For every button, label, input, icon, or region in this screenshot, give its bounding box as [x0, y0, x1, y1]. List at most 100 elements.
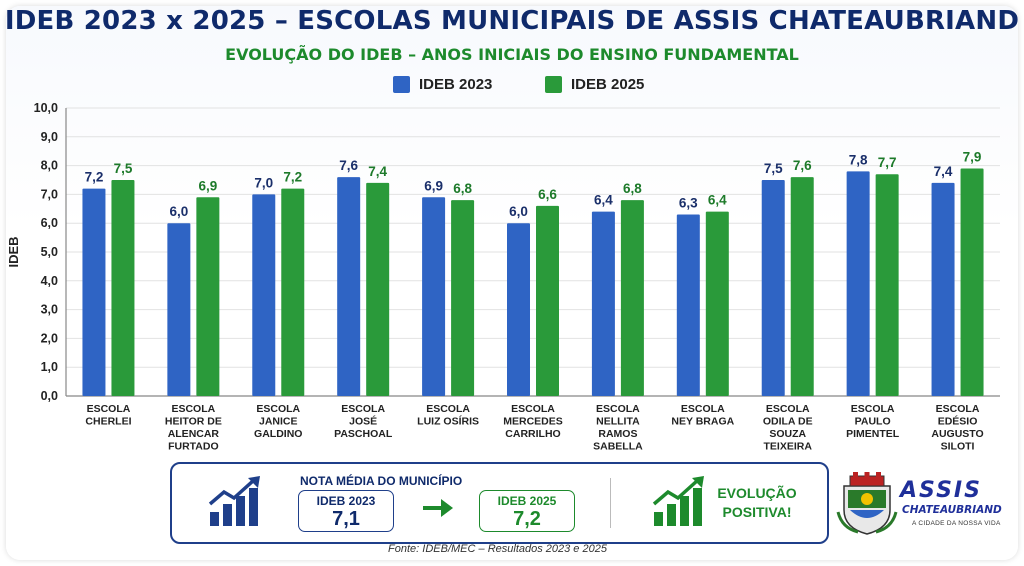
data-label-2025: 7,6 [793, 158, 812, 173]
evolution-line-1: EVOLUÇÃO [717, 485, 797, 501]
arrow-right-icon [423, 499, 453, 517]
bar-2025 [111, 180, 135, 396]
legend-label-2025: IDEB 2025 [571, 76, 645, 93]
data-label-2023: 7,6 [339, 158, 358, 173]
x-tick-label: ESCOLA [851, 403, 895, 415]
y-tick-label: 7,0 [41, 187, 58, 201]
legend-swatch-2025 [545, 76, 562, 93]
bar-2023 [337, 177, 361, 396]
legend-swatch-2023 [393, 76, 410, 93]
data-label-2025: 7,4 [368, 164, 387, 179]
x-tick-label: ESCOLA [256, 403, 300, 415]
divider [610, 478, 611, 528]
logo-name: ASSIS [900, 478, 982, 503]
evolution-line-2: POSITIVA! [722, 504, 792, 520]
municipal-average-panel: NOTA MÉDIA DO MUNICÍPIO IDEB 2023 7,1 ID… [170, 462, 829, 544]
average-2025-label: IDEB 2025 [497, 494, 557, 508]
coat-of-arms-icon [836, 472, 898, 535]
x-tick-label: RAMOS [598, 428, 637, 440]
chart-title: IDEB 2023 x 2025 – ESCOLAS MUNICIPAIS DE… [4, 6, 1020, 36]
bar-2025 [366, 182, 390, 396]
x-tick-label: JANICE [259, 416, 298, 428]
x-tick-label: GALDINO [254, 428, 302, 440]
data-label-2023: 6,0 [509, 204, 528, 219]
chart-subtitle: EVOLUÇÃO DO IDEB – ANOS INICIAIS DO ENSI… [225, 45, 799, 64]
bar-2023 [846, 171, 870, 396]
average-2023-value: 7,1 [332, 508, 360, 530]
legend: IDEB 2023 IDEB 2025 [0, 76, 1024, 100]
data-label-2023: 7,0 [254, 175, 273, 190]
y-tick-label: 5,0 [41, 245, 58, 259]
x-tick-label: ESCOLA [596, 403, 640, 415]
x-tick-label: SABELLA [593, 441, 643, 453]
x-tick-label: MERCEDES [503, 416, 563, 428]
y-tick-label: 1,0 [41, 360, 58, 374]
x-tick-label: ODILA DE [763, 416, 813, 428]
data-label-2025: 7,7 [878, 155, 897, 170]
bar-2023 [252, 194, 276, 396]
bar-2025 [960, 168, 984, 396]
x-tick-label: LUIZ OSÍRIS [417, 415, 479, 428]
x-tick-label: AUGUSTO [931, 428, 983, 440]
x-tick-label: ESCOLA [766, 403, 810, 415]
data-label-2025: 7,5 [114, 161, 133, 176]
logo-tagline: A CIDADE DA NOSSA VIDA [912, 520, 1001, 527]
x-tick-label: HEITOR DE [165, 416, 222, 428]
x-tick-label: ESCOLA [426, 403, 470, 415]
bar-chart-growth-icon [208, 476, 260, 526]
data-label-2025: 6,6 [538, 187, 557, 202]
x-tick-label: SILOTI [941, 441, 975, 453]
average-2023-label: IDEB 2023 [316, 494, 376, 508]
bar-2023 [507, 223, 530, 396]
bar-2025 [790, 177, 814, 396]
x-tick-label: ESCOLA [341, 403, 385, 415]
x-tick-label: CARRILHO [505, 428, 560, 440]
bar-2023 [82, 188, 106, 396]
bar-chart: 0,0 1,0 2,0 3,0 4,0 5,0 6,0 7,0 8,0 9,0 10,0 IDEB 7,… [6, 101, 1000, 453]
x-tick-label: CHERLEI [85, 416, 131, 428]
logo-subtitle: CHATEAUBRIAND [902, 504, 1002, 516]
legend-label-2023: IDEB 2023 [419, 76, 493, 93]
y-tick-label: 0,0 [41, 389, 58, 403]
data-label-2025: 7,9 [963, 149, 982, 164]
data-label-2023: 6,3 [679, 196, 698, 211]
data-label-2023: 6,9 [424, 178, 443, 193]
bar-2025 [705, 211, 729, 396]
bar-chart-growth-icon [652, 476, 704, 526]
data-label-2025: 6,9 [198, 178, 217, 193]
data-label-2025: 6,8 [453, 181, 472, 196]
data-label-2023: 6,4 [594, 193, 613, 208]
evolution-text: EVOLUÇÃO POSITIVA! [712, 484, 802, 522]
x-tick-label: SOUZA [769, 428, 806, 440]
average-2025-box: IDEB 2025 7,2 [479, 490, 575, 532]
y-tick-label: 6,0 [41, 216, 58, 230]
bar-2023 [167, 223, 191, 396]
x-tick-label: PIMENTEL [846, 428, 900, 440]
x-tick-label: ESCOLA [936, 403, 980, 415]
y-tick-label: 9,0 [41, 130, 58, 144]
bar-2025 [536, 205, 559, 396]
summary-title: NOTA MÉDIA DO MUNICÍPIO [300, 474, 463, 488]
bar-2023 [676, 214, 700, 396]
x-tick-label: ESCOLA [511, 403, 555, 415]
data-label-2023: 7,4 [934, 164, 953, 179]
average-2023-box: IDEB 2023 7,1 [298, 490, 394, 532]
x-tick-label: TEIXEIRA [764, 441, 813, 453]
bar-2025 [196, 197, 220, 396]
y-tick-label: 3,0 [41, 303, 58, 317]
y-tick-label: 10,0 [34, 101, 58, 115]
x-tick-label: NELLITA [596, 416, 640, 428]
municipality-logo: ASSIS CHATEAUBRIAND A CIDADE DA NOSSA VI… [836, 472, 1016, 542]
x-tick-label: ESCOLA [681, 403, 725, 415]
source-note: Fonte: IDEB/MEC – Resultados 2023 e 2025 [388, 543, 607, 555]
x-tick-label: EDÉSIO [938, 415, 978, 428]
data-label-2023: 7,2 [85, 170, 104, 185]
bar-2025 [620, 200, 644, 396]
average-2025-value: 7,2 [513, 508, 541, 530]
bar-2023 [422, 197, 446, 396]
x-tick-label: PASCHOAL [334, 428, 393, 440]
x-tick-label: JOSÉ [349, 415, 377, 428]
bar-2025 [875, 174, 899, 396]
legend-item-2023: IDEB 2023 [393, 76, 492, 93]
data-label-2023: 7,8 [849, 152, 868, 167]
